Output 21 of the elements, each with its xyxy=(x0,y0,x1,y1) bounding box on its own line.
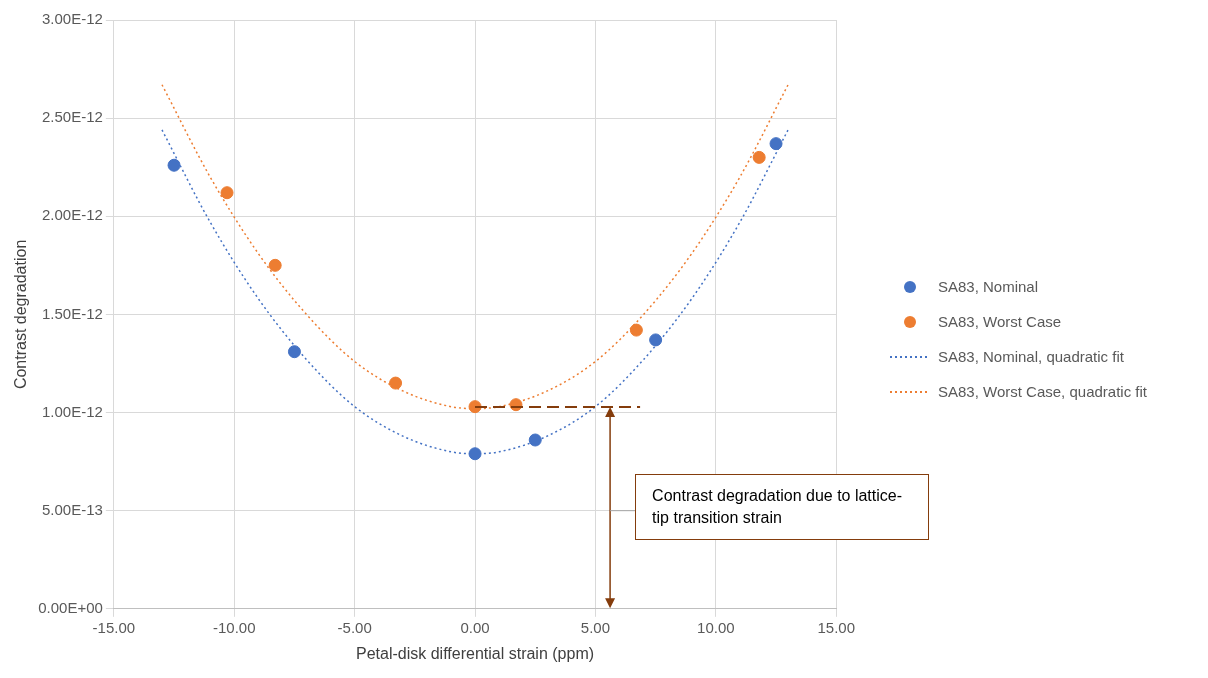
x-axis-title: Petal-disk differential strain (ppm) xyxy=(356,644,595,662)
x-tick-label: -15.00 xyxy=(92,618,136,636)
y-tick-label: 0.00E+00 xyxy=(38,598,103,616)
legend-label: SA83, Nominal, quadratic fit xyxy=(938,348,1124,365)
y-tick-label: 1.50E-12 xyxy=(41,304,103,322)
y-tick-label: 1.00E-12 xyxy=(41,402,103,420)
x-tick-label: 5.00 xyxy=(580,618,611,636)
y-tick-label: 3.00E-12 xyxy=(41,10,103,28)
y-tick-label: 2.50E-12 xyxy=(41,108,103,126)
x-tick-label: -10.00 xyxy=(212,618,256,636)
y-axis-title: Contrast degradation xyxy=(12,239,30,390)
x-tick-label: 0.00 xyxy=(460,618,490,636)
y-tick-label: 2.00E-12 xyxy=(41,206,103,224)
legend-label: SA83, Nominal xyxy=(938,278,1039,295)
y-tick-label: 5.00E-13 xyxy=(41,500,103,518)
annotation: Contrast degradation due to lattice-tip transition strain xyxy=(635,474,930,541)
x-tick-label: -5.00 xyxy=(337,618,372,636)
legend-label: SA83, Worst Case xyxy=(938,313,1062,330)
legend-label: SA83, Worst Case, quadratic fit xyxy=(938,383,1147,400)
x-tick-label: 10.00 xyxy=(697,618,735,636)
x-tick-label: 15.00 xyxy=(817,618,856,636)
